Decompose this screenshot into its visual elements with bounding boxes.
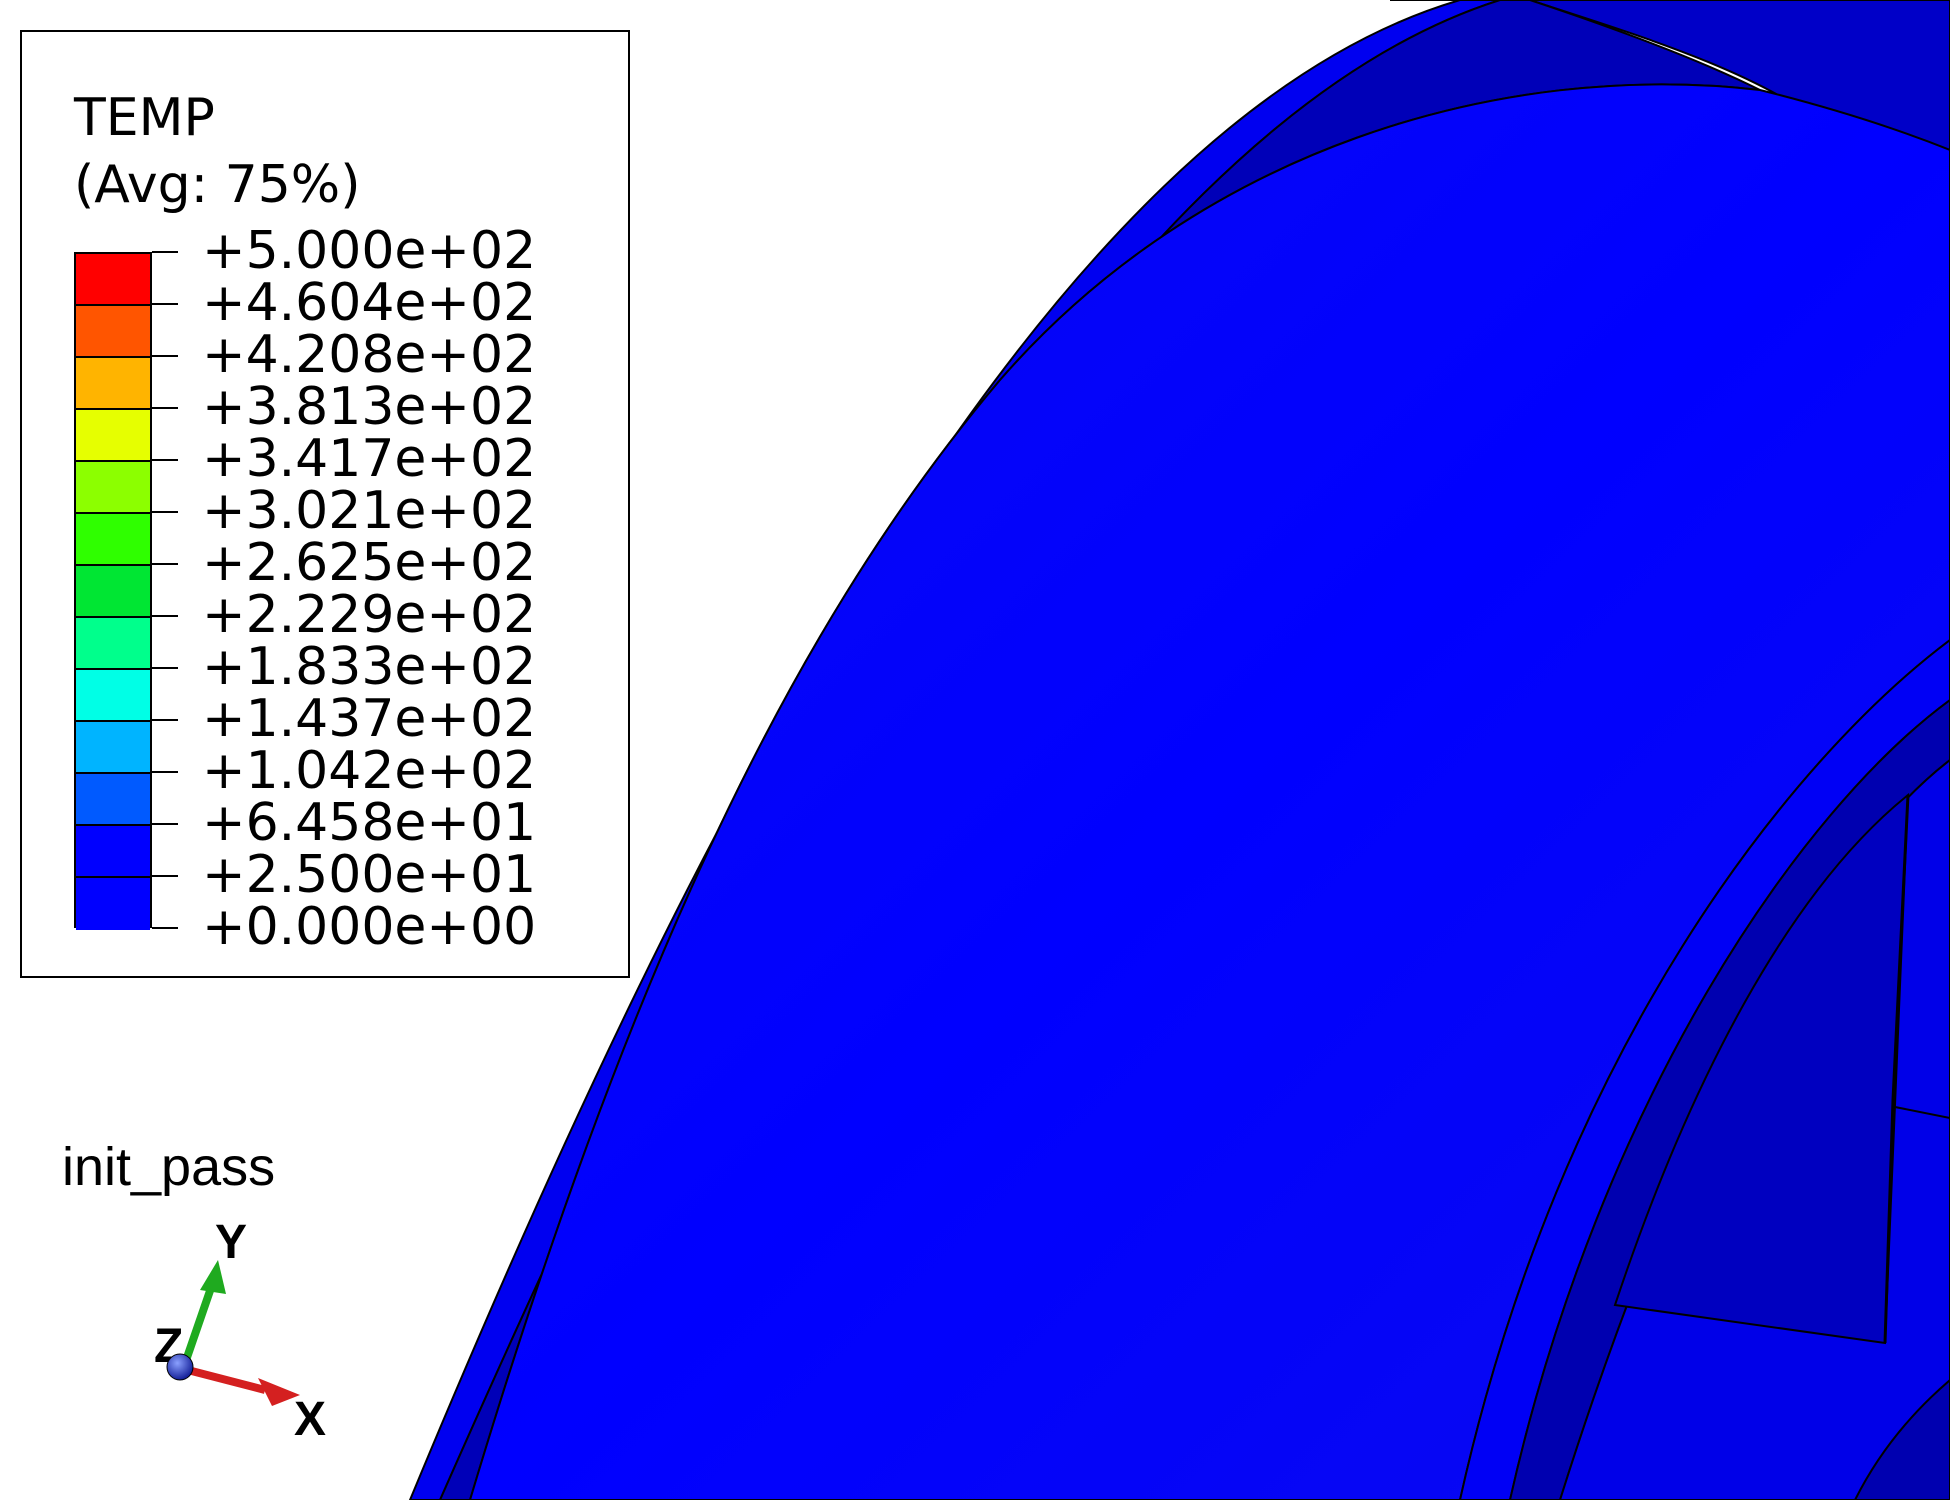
spoke-edge xyxy=(1883,794,1910,1344)
z-axis-ball xyxy=(166,1353,194,1381)
legend-band xyxy=(76,358,150,410)
legend-tick xyxy=(152,355,178,357)
legend-tick xyxy=(152,303,178,305)
legend-tick-label: +1.833e+02 xyxy=(202,637,537,697)
legend-tick-label: +3.021e+02 xyxy=(202,481,537,541)
legend-tick xyxy=(152,875,178,877)
y-axis-arrow xyxy=(200,1260,226,1294)
legend-tick-label: +2.500e+01 xyxy=(202,845,537,905)
spoke-edge-lower xyxy=(1894,1106,1950,1119)
legend-tick xyxy=(152,771,178,773)
legend-band xyxy=(76,878,150,930)
legend-tick xyxy=(152,667,178,669)
legend-tick-label: +5.000e+02 xyxy=(202,221,537,281)
legend-tick-label: +1.042e+02 xyxy=(202,741,537,801)
legend-band xyxy=(76,462,150,514)
spoke-panel xyxy=(1613,792,1910,1345)
legend-colorbar xyxy=(74,252,152,930)
contour-legend: TEMP (Avg: 75%) +5.000e+02 +4.604e+02 +4.2… xyxy=(20,30,630,978)
legend-tick-label: +2.229e+02 xyxy=(202,585,537,645)
legend-tick xyxy=(152,511,178,513)
legend-band xyxy=(76,618,150,670)
legend-tick xyxy=(152,719,178,721)
legend-tick-label: +6.458e+01 xyxy=(202,793,537,853)
legend-tick xyxy=(152,615,178,617)
legend-tick xyxy=(152,927,178,929)
legend-band xyxy=(76,722,150,774)
legend-band xyxy=(76,514,150,566)
legend-band xyxy=(76,566,150,618)
legend-band xyxy=(76,254,150,306)
legend-band xyxy=(76,826,150,878)
axis-triad: Y X Z xyxy=(154,1216,326,1440)
legend-tick-label: +4.604e+02 xyxy=(202,273,537,333)
legend-band xyxy=(76,670,150,722)
legend-tick xyxy=(152,459,178,461)
legend-tick-label: +1.437e+02 xyxy=(202,689,537,749)
x-axis-arrow xyxy=(258,1378,300,1406)
legend-tick xyxy=(152,563,178,565)
legend-tick-label: +2.625e+02 xyxy=(202,533,537,593)
legend-subtitle: (Avg: 75%) xyxy=(74,155,361,215)
legend-band xyxy=(76,306,150,358)
legend-tick xyxy=(152,823,178,825)
legend-tick-label: +0.000e+00 xyxy=(202,897,537,957)
legend-title: TEMP xyxy=(74,88,215,148)
legend-tick-label: +3.417e+02 xyxy=(202,429,537,489)
legend-tick-label: +3.813e+02 xyxy=(202,377,537,437)
x-axis-label: X xyxy=(294,1393,326,1440)
legend-tick xyxy=(152,251,178,253)
legend-band xyxy=(76,774,150,826)
x-axis-line xyxy=(178,1364,267,1394)
legend-tick-label: +4.208e+02 xyxy=(202,325,537,385)
legend-tick xyxy=(152,407,178,409)
legend-band xyxy=(76,410,150,462)
y-axis-label: Y xyxy=(215,1216,247,1269)
step-label: init_pass xyxy=(62,1137,276,1197)
